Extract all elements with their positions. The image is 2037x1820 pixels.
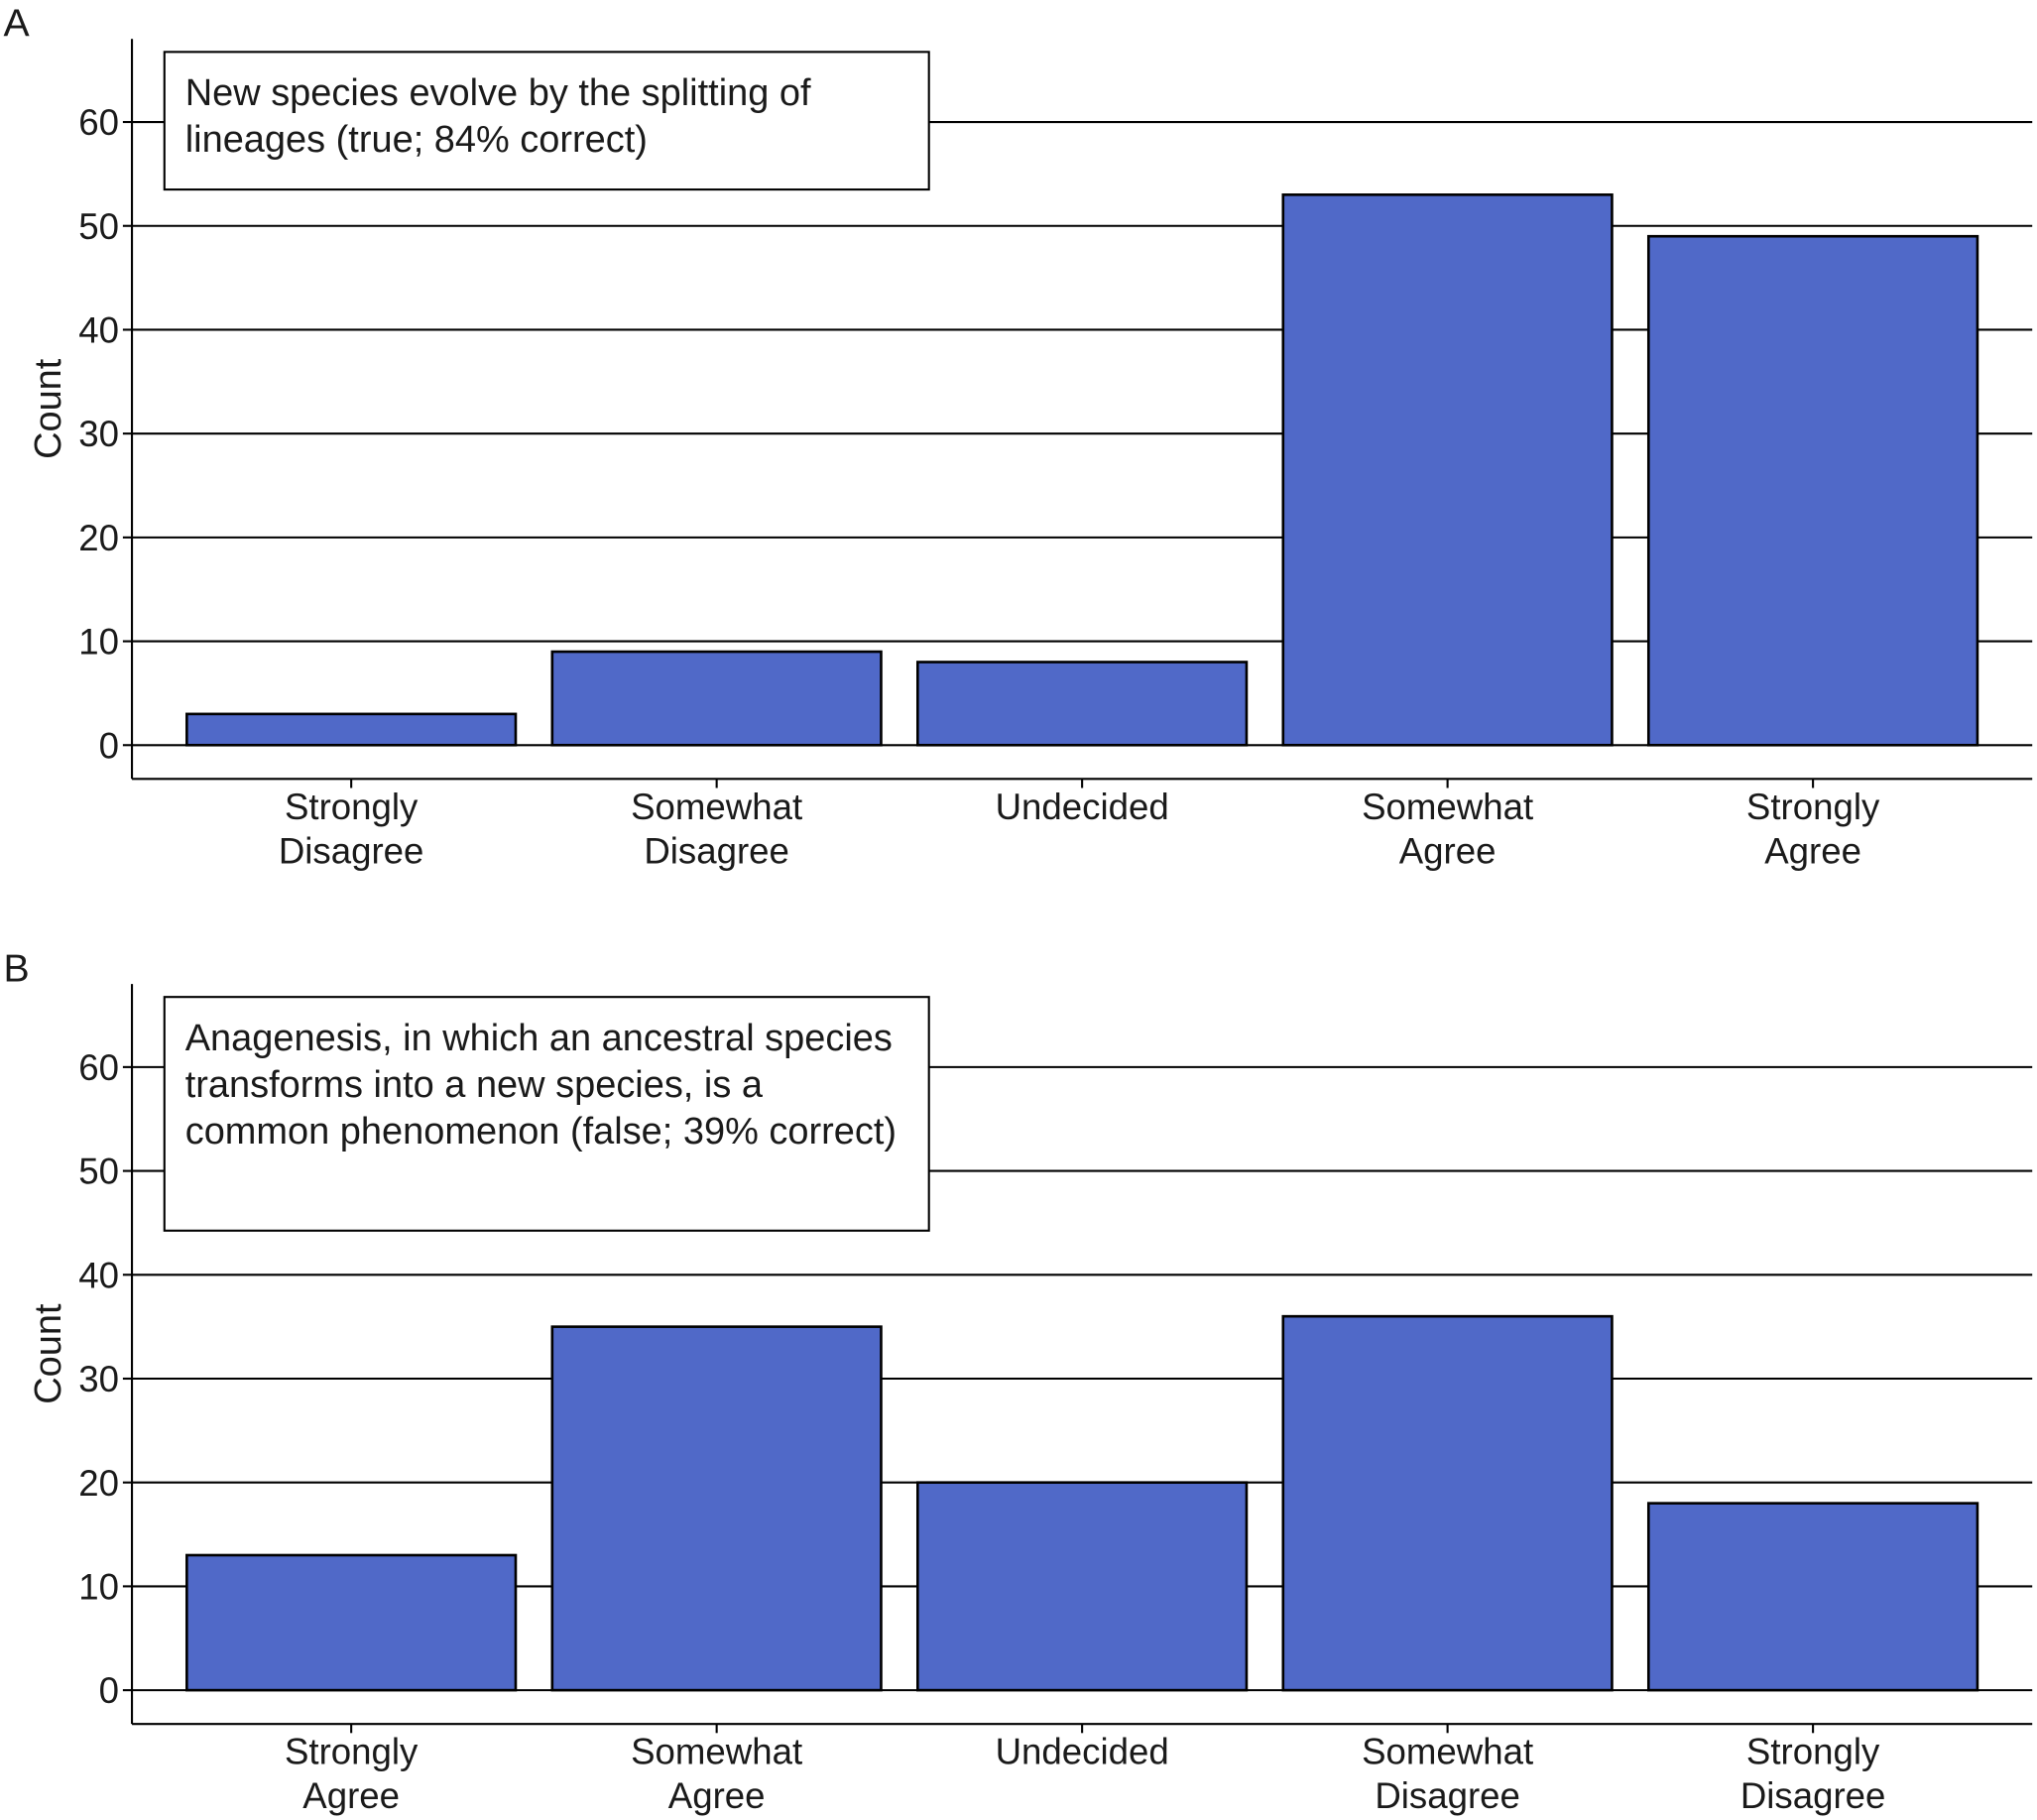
panel-label: A xyxy=(3,2,30,46)
y-tick-label: 60 xyxy=(78,1047,119,1088)
x-tick-label: Somewhat Agree xyxy=(1362,787,1533,872)
x-tick-label: Strongly Agree xyxy=(1746,787,1880,872)
x-tick-label: Somewhat Disagree xyxy=(631,787,802,872)
y-tick-label: 10 xyxy=(78,622,119,663)
y-tick-label: 20 xyxy=(78,518,119,558)
annotation: New species evolve by the splitting of l… xyxy=(184,72,811,162)
y-tick-label: 10 xyxy=(78,1566,119,1607)
annotation-text: New species evolve by the splitting of l… xyxy=(184,72,811,162)
bar xyxy=(916,1481,1249,1692)
y-tick-label: 40 xyxy=(78,310,119,351)
y-tick-label: 0 xyxy=(99,725,119,766)
y-tick-label: 0 xyxy=(99,1670,119,1711)
x-tick-label: Strongly Disagree xyxy=(1740,1732,1886,1817)
annotation-box xyxy=(163,51,930,191)
y-tick-label: 30 xyxy=(78,1359,119,1399)
annotation-text: Anagenesis, in which an ancestral specie… xyxy=(184,1018,898,1153)
bar xyxy=(550,1325,883,1692)
x-tick-label: Somewhat Disagree xyxy=(1362,1732,1533,1817)
y-axis-label: Count xyxy=(28,358,69,459)
panel-label: B xyxy=(3,946,29,990)
x-tick-label: Strongly Agree xyxy=(285,1732,419,1817)
y-tick-label: 50 xyxy=(78,206,119,247)
x-tick-label: Strongly Disagree xyxy=(279,787,424,872)
bar xyxy=(185,1553,518,1692)
x-tick-label: Undecided xyxy=(996,1732,1169,1772)
bar xyxy=(185,712,518,747)
y-tick-label: 40 xyxy=(78,1255,119,1295)
y-tick-label: 50 xyxy=(78,1152,119,1192)
y-tick-label: 20 xyxy=(78,1463,119,1504)
bar xyxy=(550,650,883,747)
annotation-box xyxy=(163,996,930,1232)
x-tick-label: Undecided xyxy=(996,787,1169,827)
bar xyxy=(916,661,1249,747)
y-axis-label: Count xyxy=(28,1303,69,1404)
bar xyxy=(1281,193,1614,747)
y-tick-label: 60 xyxy=(78,102,119,143)
annotation: Anagenesis, in which an ancestral specie… xyxy=(184,1018,898,1153)
bar xyxy=(1646,1502,1979,1692)
bar xyxy=(1281,1314,1614,1692)
x-tick-label: Somewhat Agree xyxy=(631,1732,802,1817)
y-tick-label: 30 xyxy=(78,414,119,454)
bar xyxy=(1646,234,1979,747)
